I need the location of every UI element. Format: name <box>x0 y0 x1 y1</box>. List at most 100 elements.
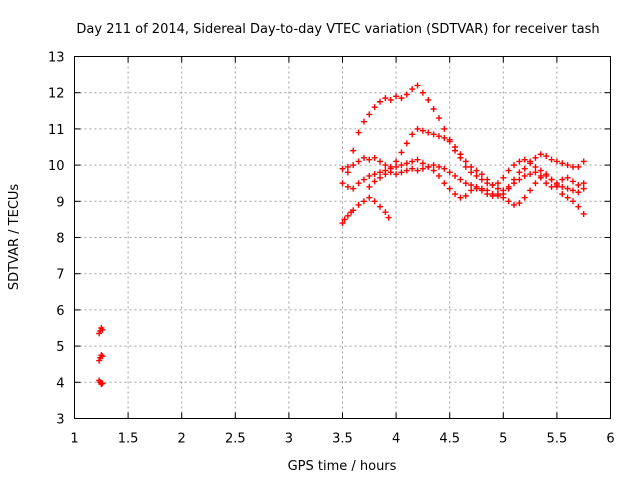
y-tick-label: 10 <box>48 159 65 174</box>
data-point <box>441 134 448 141</box>
data-point <box>543 180 550 187</box>
data-point <box>446 138 453 145</box>
data-point <box>355 158 362 165</box>
data-point <box>441 180 448 187</box>
data-point <box>559 183 566 190</box>
data-point <box>430 162 437 169</box>
data-point <box>489 182 496 189</box>
data-point <box>419 165 426 172</box>
y-tick-label: 4 <box>56 376 64 391</box>
data-point <box>452 144 459 150</box>
data-point <box>430 131 437 138</box>
data-point <box>532 169 539 176</box>
data-point <box>457 151 464 158</box>
y-axis-label: SDTVAR / TECUs <box>7 184 22 291</box>
data-point <box>371 171 378 178</box>
data-point <box>462 192 469 199</box>
y-tick-label: 8 <box>56 232 64 247</box>
data-point <box>430 167 437 174</box>
data-point <box>468 187 475 194</box>
data-point <box>403 167 410 174</box>
data-point <box>580 158 587 165</box>
data-point <box>516 176 523 183</box>
data-point <box>537 151 544 158</box>
data-point <box>366 156 373 163</box>
data-point <box>366 194 373 201</box>
data-point <box>537 174 544 181</box>
data-point <box>452 191 459 198</box>
data-point <box>393 158 400 165</box>
data-point <box>457 194 464 201</box>
data-point <box>344 169 351 176</box>
x-tick-label: 1.5 <box>118 432 139 447</box>
data-point <box>355 180 362 187</box>
data-point <box>382 162 389 169</box>
data-point <box>580 180 587 187</box>
data-point <box>446 169 453 176</box>
data-point <box>559 176 566 183</box>
data-point <box>387 96 394 103</box>
data-point <box>350 185 357 192</box>
data-point <box>548 183 555 190</box>
data-point <box>527 187 534 194</box>
data-point <box>564 174 571 181</box>
data-point <box>521 194 528 201</box>
data-point <box>371 178 378 185</box>
x-tick-label: 3 <box>285 432 293 447</box>
data-point <box>409 86 416 93</box>
data-point <box>377 158 384 165</box>
data-point <box>543 171 550 178</box>
data-point <box>548 156 555 163</box>
data-point <box>339 180 346 187</box>
data-point <box>393 171 400 178</box>
data-point <box>511 201 518 208</box>
data-point <box>99 353 106 360</box>
data-points <box>96 82 587 388</box>
data-point <box>559 191 566 198</box>
data-point <box>446 185 453 192</box>
data-point <box>575 203 582 210</box>
data-point <box>398 149 405 156</box>
data-point <box>403 160 410 167</box>
data-point <box>425 96 432 103</box>
x-tick-label: 2 <box>178 432 186 447</box>
data-point <box>494 192 501 199</box>
data-point <box>425 163 432 170</box>
data-point <box>344 212 351 219</box>
data-point <box>553 180 560 187</box>
data-point <box>478 176 485 183</box>
data-point <box>435 115 442 122</box>
y-tick-label: 7 <box>56 268 64 283</box>
data-point <box>505 167 512 174</box>
x-tick-label: 6 <box>606 432 614 447</box>
data-point <box>468 163 475 170</box>
chart-title: Day 211 of 2014, Sidereal Day-to-day VTE… <box>76 22 599 37</box>
data-point <box>398 169 405 176</box>
data-point <box>398 95 405 102</box>
data-point <box>516 200 523 207</box>
x-tick-label: 4.5 <box>439 432 460 447</box>
data-point <box>371 198 378 205</box>
data-point <box>452 172 459 179</box>
data-point <box>441 125 448 132</box>
x-tick-label: 5 <box>499 432 507 447</box>
data-point <box>473 183 480 190</box>
data-point <box>494 185 501 192</box>
data-point <box>532 163 539 170</box>
data-point <box>344 183 351 190</box>
data-point <box>548 176 555 183</box>
data-point <box>564 185 571 192</box>
data-point <box>516 158 523 165</box>
data-point <box>575 163 582 170</box>
data-point <box>350 207 357 214</box>
x-tick-label: 2.5 <box>225 432 246 447</box>
data-point <box>339 220 346 227</box>
data-point <box>580 185 587 192</box>
data-point <box>360 118 367 125</box>
y-tick-label: 13 <box>48 51 65 66</box>
data-point <box>398 162 405 169</box>
data-point <box>414 167 421 174</box>
data-point <box>494 180 501 187</box>
data-point <box>484 187 491 194</box>
data-point <box>500 174 507 181</box>
